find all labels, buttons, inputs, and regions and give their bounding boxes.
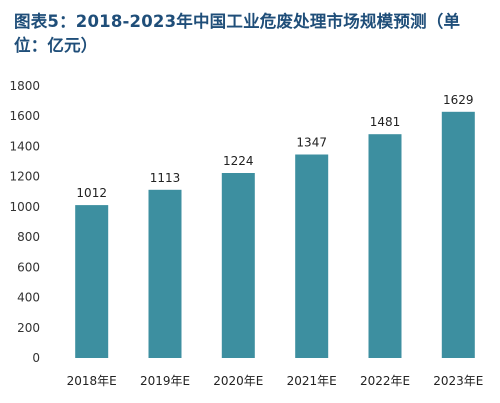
y-tick-label-4: 800 <box>17 230 40 244</box>
y-axis: 0 200 400 600 800 1000 1200 1400 1600 1800 <box>9 79 40 365</box>
value-label-0: 1012 <box>76 186 107 200</box>
y-tick-label-9: 1800 <box>9 79 40 93</box>
bar-0 <box>75 205 109 358</box>
value-label-5: 1629 <box>443 93 474 107</box>
bar-3 <box>295 154 329 358</box>
bar-4 <box>368 134 402 358</box>
value-label-1: 1113 <box>150 171 181 185</box>
bars: 1012 1113 1224 1347 1481 1629 <box>75 93 475 358</box>
bar-5 <box>441 111 475 358</box>
bar-2 <box>221 173 255 358</box>
bar-1 <box>148 189 182 358</box>
category-label-4: 2022年E <box>360 374 410 388</box>
category-label-5: 2023年E <box>433 374 483 388</box>
value-label-3: 1347 <box>296 136 327 150</box>
chart-title: 图表5：2018-2023年中国工业危废处理市场规模预测（单位：亿元） <box>14 12 461 55</box>
category-label-2: 2020年E <box>213 374 263 388</box>
y-tick-label-8: 1600 <box>9 109 40 123</box>
y-tick-label-3: 600 <box>17 260 40 274</box>
y-tick-label-6: 1200 <box>9 170 40 184</box>
y-tick-label-0: 0 <box>32 351 40 365</box>
category-label-0: 2018年E <box>67 374 117 388</box>
category-label-3: 2021年E <box>287 374 337 388</box>
y-tick-label-5: 1000 <box>9 200 40 214</box>
x-axis: 2018年E 2019年E 2020年E 2021年E 2022年E 2023年E <box>67 374 484 388</box>
y-tick-label-7: 1400 <box>9 139 40 153</box>
value-label-4: 1481 <box>370 115 401 129</box>
y-tick-label-2: 400 <box>17 291 40 305</box>
category-label-1: 2019年E <box>140 374 190 388</box>
y-tick-label-1: 200 <box>17 321 40 335</box>
value-label-2: 1224 <box>223 154 254 168</box>
